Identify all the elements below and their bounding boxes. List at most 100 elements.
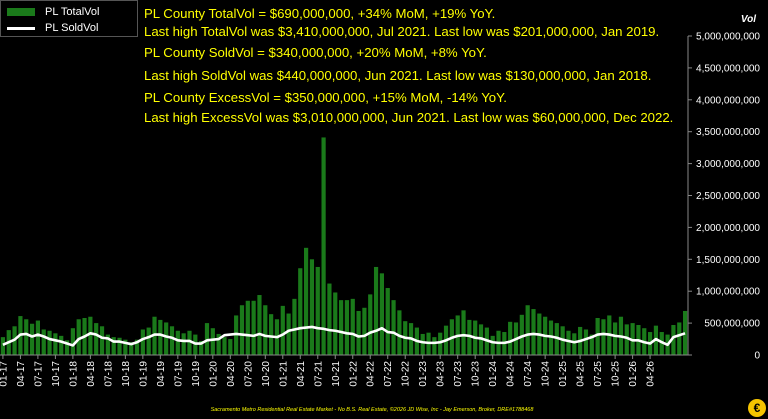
bar-totalvol — [280, 305, 285, 355]
bar-totalvol — [99, 326, 105, 355]
x-tick-label: 10-22 — [401, 361, 412, 387]
bar-totalvol — [29, 323, 35, 355]
bar-totalvol — [146, 327, 151, 355]
y-tick-label: 4,000,000,000 — [696, 95, 760, 106]
bar-totalvol — [76, 319, 81, 355]
x-tick-label: 04-26 — [646, 361, 657, 387]
bar-totalvol — [379, 273, 384, 355]
x-tick-label: 10-24 — [541, 361, 552, 387]
bar-totalvol — [490, 335, 495, 355]
bar-totalvol — [350, 298, 355, 355]
bar-totalvol — [94, 323, 99, 355]
y-tick-label: 5,000,000,000 — [696, 32, 760, 43]
bar-totalvol — [181, 333, 186, 355]
bar-totalvol — [362, 307, 367, 355]
y-axis-ticks: 0 500,000,000 1,000,000,000 1,500,000,000 2,… — [688, 32, 760, 362]
x-tick-label: 01-20 — [208, 361, 219, 387]
bar-totalvol — [438, 332, 443, 355]
x-tick-label: 01-19 — [138, 361, 149, 387]
legend-swatch-line — [7, 26, 35, 30]
bar-totalvol — [595, 318, 600, 355]
y-tick-label: 0 — [754, 351, 760, 362]
stat-soldvol-history: Last high SoldVol was $440,000,000, Jun … — [144, 68, 652, 83]
x-tick-label: 04-25 — [576, 361, 587, 387]
bar-totalvol — [129, 342, 134, 355]
x-tick-label: 10-18 — [121, 361, 132, 387]
x-tick-label: 01-26 — [628, 361, 639, 387]
bar-totalvol — [64, 340, 70, 355]
bar-totalvol — [292, 298, 297, 355]
bar-totalvol — [70, 328, 75, 355]
x-tick-label: 07-21 — [313, 361, 324, 387]
y-tick-label: 2,000,000,000 — [696, 223, 760, 234]
bar-totalvol — [385, 288, 390, 355]
bar-totalvol — [169, 326, 175, 355]
bar-totalvol — [158, 319, 163, 355]
bar-totalvol — [338, 300, 344, 355]
brand-logo-icon: € — [748, 399, 766, 417]
stat-excessvol-history: Last high ExcessVol was $3,010,000,000, … — [144, 110, 674, 125]
line-series-soldvol-layer — [2, 325, 686, 347]
bar-totalvol — [0, 337, 6, 355]
bar-totalvol — [140, 329, 145, 355]
bar-totalvol — [624, 324, 629, 355]
x-tick-label: 01-24 — [488, 361, 499, 387]
bar-totalvol — [373, 266, 379, 355]
bar-totalvol — [263, 305, 268, 355]
x-tick-label: 04-21 — [296, 361, 307, 387]
bar-totalvol — [601, 319, 606, 355]
bar-totalvol — [41, 329, 46, 355]
bar-totalvol — [397, 310, 402, 355]
stat-totalvol-history: Last high TotalVol was $3,410,000,000, J… — [144, 24, 660, 39]
x-tick-label: 04-19 — [156, 361, 167, 387]
bar-series-totalvol — [0, 137, 688, 355]
bar-totalvol — [461, 310, 466, 355]
bar-totalvol — [35, 320, 40, 355]
x-tick-label: 01-17 — [0, 361, 9, 387]
bar-totalvol — [123, 339, 128, 355]
y-axis-title: Vol — [740, 14, 756, 25]
stat-soldvol-current: PL County SoldVol = $340,000,000, +20% M… — [144, 45, 487, 60]
x-tick-label: 07-24 — [523, 361, 534, 387]
x-tick-label: 01-18 — [68, 361, 79, 387]
x-tick-label: 01-21 — [278, 361, 289, 387]
bar-totalvol — [566, 330, 571, 355]
bar-totalvol — [164, 322, 169, 355]
legend-label-totalvol: PL TotalVol — [45, 6, 100, 18]
bar-totalvol — [251, 300, 256, 355]
bar-totalvol — [59, 335, 64, 355]
legend-item-soldvol: PL SoldVol — [7, 20, 98, 36]
x-tick-label: 04-23 — [436, 361, 447, 387]
y-tick-label: 2,500,000,000 — [696, 191, 760, 202]
bar-totalvol — [309, 259, 315, 355]
bar-totalvol — [175, 330, 180, 355]
bar-totalvol — [327, 283, 332, 355]
bar-totalvol — [88, 316, 93, 355]
bar-totalvol — [47, 330, 52, 355]
legend-item-totalvol: PL TotalVol — [7, 4, 99, 20]
footer-credit: Sacramento Metro Residential Real Estate… — [210, 407, 534, 413]
y-tick-label: 3,000,000,000 — [696, 159, 760, 170]
x-tick-label: 07-22 — [383, 361, 394, 387]
bar-totalvol — [321, 137, 326, 355]
bar-totalvol — [682, 310, 688, 355]
x-tick-label: 10-25 — [611, 361, 622, 387]
bar-totalvol — [245, 300, 250, 355]
x-tick-label: 10-19 — [191, 361, 202, 387]
x-tick-label: 07-20 — [243, 361, 254, 387]
bar-totalvol — [519, 314, 524, 355]
x-tick-label: 04-24 — [506, 361, 517, 387]
bar-totalvol — [24, 319, 29, 355]
legend-label-soldvol: PL SoldVol — [45, 22, 99, 34]
x-tick-label: 01-23 — [418, 361, 429, 387]
bar-totalvol — [671, 325, 676, 355]
bar-totalvol — [257, 295, 262, 355]
bar-totalvol — [286, 313, 291, 355]
bar-totalvol — [583, 329, 589, 355]
bar-totalvol — [572, 333, 577, 355]
line-series-soldvol — [2, 325, 686, 347]
bar-totalvol — [391, 300, 396, 355]
x-tick-label: 07-18 — [103, 361, 114, 387]
y-tick-label: 3,500,000,000 — [696, 127, 760, 138]
